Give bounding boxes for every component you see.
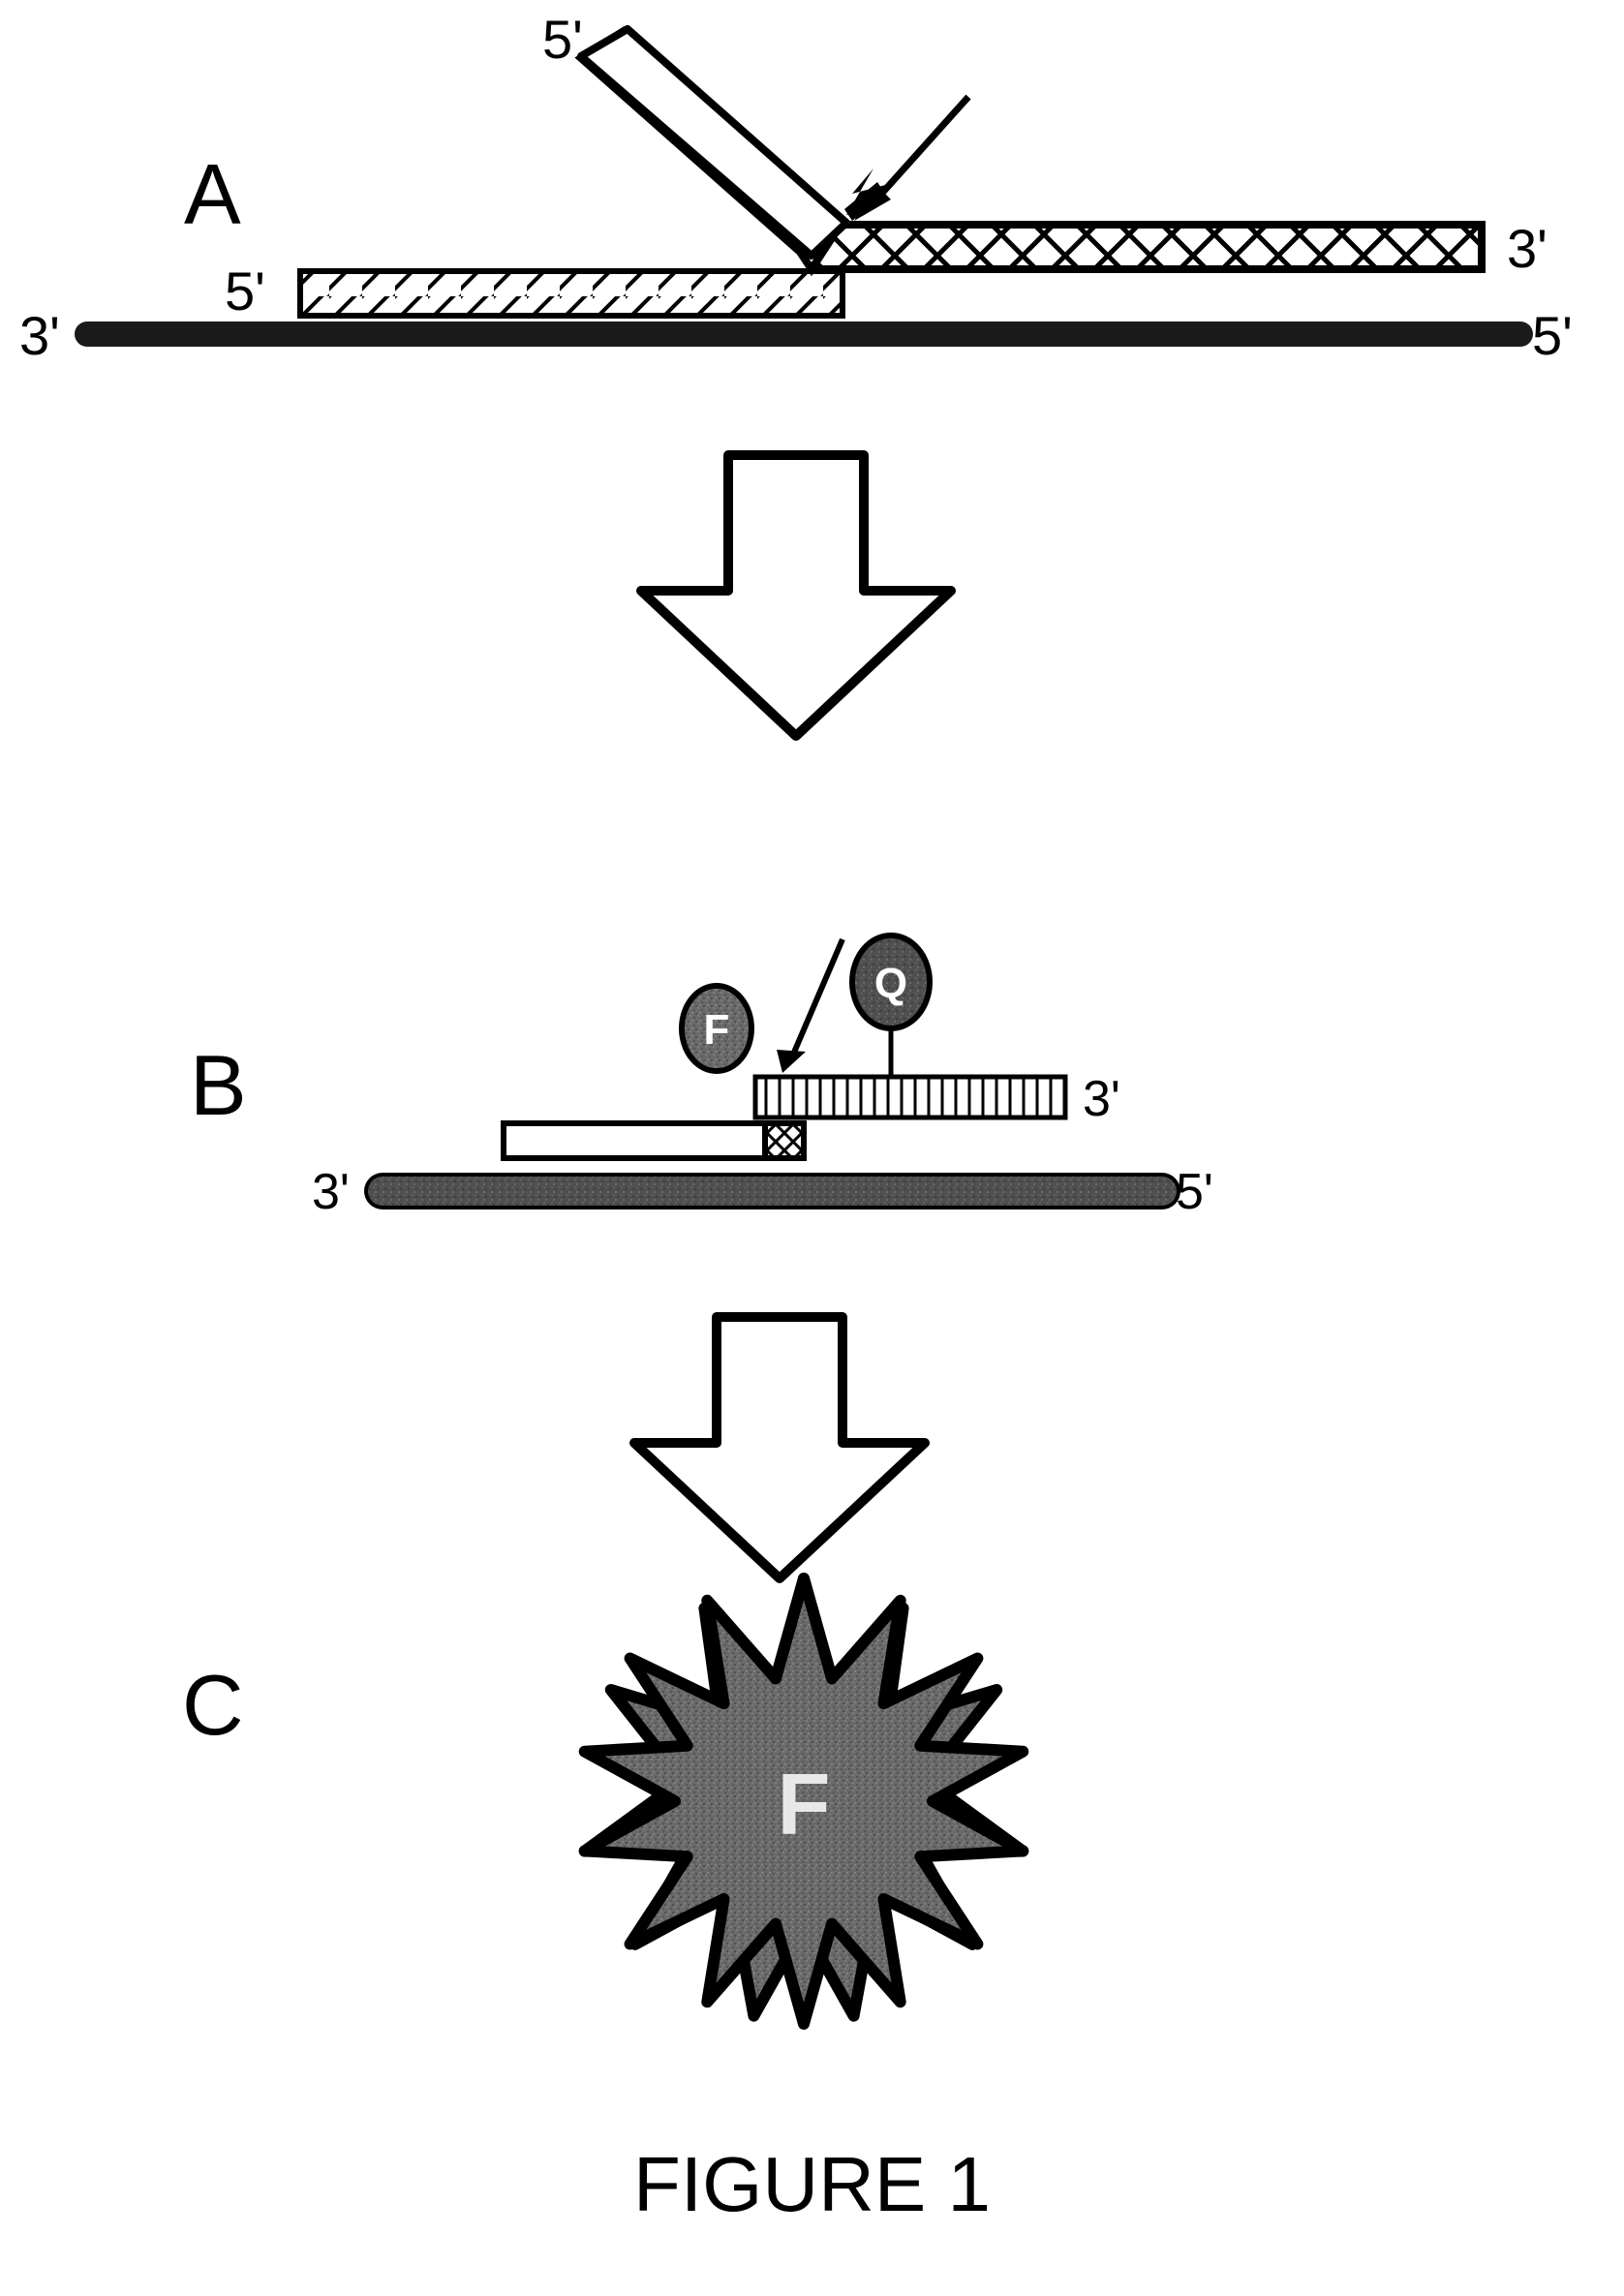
label-5prime-template-right: 5' [1532, 305, 1573, 366]
panel-b: Q F 3' 3' 5' [312, 935, 1213, 1220]
panel-a: 5' 5' 3' 3' 5' [19, 9, 1573, 366]
upstream-oligo-a [300, 271, 843, 316]
process-arrow-2 [634, 1317, 925, 1578]
figure-page: A B C FIGURE 1 [0, 0, 1624, 2296]
star-f-label: F [778, 1757, 831, 1853]
q-label: Q [874, 960, 907, 1007]
downstream-oligo-flap-a-clean [581, 29, 846, 256]
f-label: F [704, 1006, 730, 1054]
cleavage-arrow-a [844, 97, 968, 221]
process-arrow-1 [641, 455, 951, 736]
cleavage-arrow-b [777, 939, 843, 1073]
panel-c: F [585, 1578, 1024, 2024]
upstream-oligo-b [504, 1123, 765, 1158]
fret-cassette [755, 1077, 1065, 1117]
upstream-oligo-b-hatch [765, 1123, 804, 1158]
label-3prime-downstream: 3' [1507, 218, 1547, 279]
label-5prime-flap: 5' [542, 9, 583, 70]
label-3prime-frt: 3' [1083, 1071, 1120, 1127]
downstream-oligo-hyb-a [812, 225, 1482, 269]
figure-svg: 5' 5' 3' 3' 5' Q [0, 0, 1624, 2296]
label-5prime-template-b-right: 5' [1176, 1164, 1213, 1220]
label-3prime-template-b-left: 3' [312, 1164, 350, 1220]
label-3prime-template-left: 3' [19, 305, 60, 366]
label-5prime-upstream: 5' [225, 260, 265, 321]
